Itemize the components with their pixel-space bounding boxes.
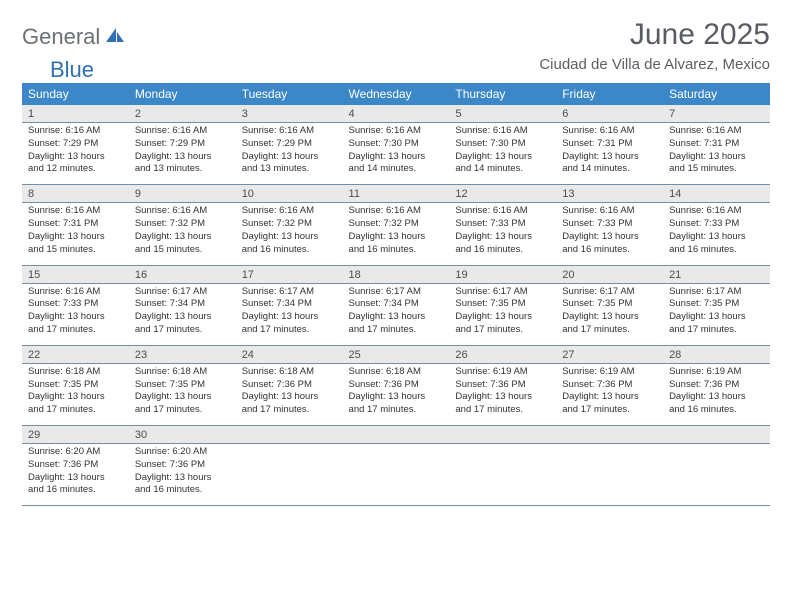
day-cell: Sunrise: 6:20 AMSunset: 7:36 PMDaylight:… (129, 444, 236, 505)
day-cell: Sunrise: 6:16 AMSunset: 7:30 PMDaylight:… (343, 123, 450, 184)
day-cell: Sunrise: 6:16 AMSunset: 7:33 PMDaylight:… (22, 284, 129, 345)
day-cell: Sunrise: 6:20 AMSunset: 7:36 PMDaylight:… (22, 444, 129, 505)
daynum-row: 2930 (22, 426, 770, 444)
day-number: 15 (22, 266, 129, 283)
day-cell: Sunrise: 6:18 AMSunset: 7:36 PMDaylight:… (343, 364, 450, 425)
day-number: 3 (236, 105, 343, 122)
weekday-header: Saturday (663, 83, 770, 105)
weekday-header: Friday (556, 83, 663, 105)
brand-logo: General (22, 18, 128, 50)
daynum-row: 15161718192021 (22, 265, 770, 283)
day-number: 18 (343, 266, 450, 283)
weekday-header-row: Sunday Monday Tuesday Wednesday Thursday… (22, 83, 770, 105)
brand-part2: Blue (50, 57, 94, 83)
day-cell: Sunrise: 6:16 AMSunset: 7:33 PMDaylight:… (663, 203, 770, 264)
day-number: 21 (663, 266, 770, 283)
day-number: 4 (343, 105, 450, 122)
header: General June 2025 Ciudad de Villa de Alv… (22, 18, 770, 73)
day-cell: Sunrise: 6:16 AMSunset: 7:31 PMDaylight:… (663, 123, 770, 184)
day-cell: Sunrise: 6:16 AMSunset: 7:33 PMDaylight:… (556, 203, 663, 264)
daynum-row: 22232425262728 (22, 345, 770, 363)
day-cell: Sunrise: 6:16 AMSunset: 7:29 PMDaylight:… (129, 123, 236, 184)
day-number: 29 (22, 426, 129, 443)
day-cell: Sunrise: 6:17 AMSunset: 7:34 PMDaylight:… (129, 284, 236, 345)
daycontent-row: Sunrise: 6:16 AMSunset: 7:29 PMDaylight:… (22, 123, 770, 185)
day-number: 9 (129, 185, 236, 202)
day-cell: Sunrise: 6:18 AMSunset: 7:35 PMDaylight:… (129, 364, 236, 425)
day-cell: Sunrise: 6:16 AMSunset: 7:29 PMDaylight:… (236, 123, 343, 184)
day-cell: Sunrise: 6:16 AMSunset: 7:31 PMDaylight:… (22, 203, 129, 264)
weekday-header: Monday (129, 83, 236, 105)
title-block: June 2025 Ciudad de Villa de Alvarez, Me… (539, 18, 770, 73)
day-number: 7 (663, 105, 770, 122)
day-number: 13 (556, 185, 663, 202)
location-label: Ciudad de Villa de Alvarez, Mexico (539, 56, 770, 73)
day-number: 25 (343, 346, 450, 363)
day-number: 1 (22, 105, 129, 122)
day-number: 10 (236, 185, 343, 202)
daynum-row: 891011121314 (22, 185, 770, 203)
day-number: 30 (129, 426, 236, 443)
day-cell: Sunrise: 6:17 AMSunset: 7:35 PMDaylight:… (663, 284, 770, 345)
daynum-row: 1234567 (22, 105, 770, 123)
day-number: 20 (556, 266, 663, 283)
day-number: 5 (449, 105, 556, 122)
day-cell: Sunrise: 6:18 AMSunset: 7:35 PMDaylight:… (22, 364, 129, 425)
day-cell: Sunrise: 6:16 AMSunset: 7:32 PMDaylight:… (236, 203, 343, 264)
daycontent-row: Sunrise: 6:18 AMSunset: 7:35 PMDaylight:… (22, 363, 770, 425)
day-number: 27 (556, 346, 663, 363)
day-cell: Sunrise: 6:19 AMSunset: 7:36 PMDaylight:… (556, 364, 663, 425)
daycontent-row: Sunrise: 6:16 AMSunset: 7:33 PMDaylight:… (22, 283, 770, 345)
day-cell: Sunrise: 6:16 AMSunset: 7:31 PMDaylight:… (556, 123, 663, 184)
day-number: 8 (22, 185, 129, 202)
day-cell: Sunrise: 6:16 AMSunset: 7:29 PMDaylight:… (22, 123, 129, 184)
day-number: 6 (556, 105, 663, 122)
day-number: 14 (663, 185, 770, 202)
day-number: 26 (449, 346, 556, 363)
day-cell: Sunrise: 6:17 AMSunset: 7:35 PMDaylight:… (449, 284, 556, 345)
day-cell: Sunrise: 6:17 AMSunset: 7:35 PMDaylight:… (556, 284, 663, 345)
day-cell: Sunrise: 6:19 AMSunset: 7:36 PMDaylight:… (663, 364, 770, 425)
day-cell: Sunrise: 6:16 AMSunset: 7:33 PMDaylight:… (449, 203, 556, 264)
day-number: 24 (236, 346, 343, 363)
daycontent-row: Sunrise: 6:20 AMSunset: 7:36 PMDaylight:… (22, 444, 770, 506)
day-number: 11 (343, 185, 450, 202)
weekday-header: Wednesday (343, 83, 450, 105)
day-number: 16 (129, 266, 236, 283)
day-cell: Sunrise: 6:17 AMSunset: 7:34 PMDaylight:… (236, 284, 343, 345)
day-number: 23 (129, 346, 236, 363)
weekday-header: Sunday (22, 83, 129, 105)
day-cell: Sunrise: 6:16 AMSunset: 7:32 PMDaylight:… (129, 203, 236, 264)
brand-part1: General (22, 24, 100, 50)
weekday-header: Thursday (449, 83, 556, 105)
day-number: 2 (129, 105, 236, 122)
day-cell: Sunrise: 6:16 AMSunset: 7:32 PMDaylight:… (343, 203, 450, 264)
day-cell: Sunrise: 6:16 AMSunset: 7:30 PMDaylight:… (449, 123, 556, 184)
day-cell: Sunrise: 6:19 AMSunset: 7:36 PMDaylight:… (449, 364, 556, 425)
daycontent-row: Sunrise: 6:16 AMSunset: 7:31 PMDaylight:… (22, 203, 770, 265)
day-number: 12 (449, 185, 556, 202)
day-number: 28 (663, 346, 770, 363)
brand-sail-icon (104, 26, 126, 49)
month-title: June 2025 (539, 18, 770, 52)
day-number: 19 (449, 266, 556, 283)
calendar-table: Sunday Monday Tuesday Wednesday Thursday… (22, 83, 770, 506)
weekday-header: Tuesday (236, 83, 343, 105)
day-cell: Sunrise: 6:17 AMSunset: 7:34 PMDaylight:… (343, 284, 450, 345)
day-cell: Sunrise: 6:18 AMSunset: 7:36 PMDaylight:… (236, 364, 343, 425)
day-number: 17 (236, 266, 343, 283)
day-number: 22 (22, 346, 129, 363)
